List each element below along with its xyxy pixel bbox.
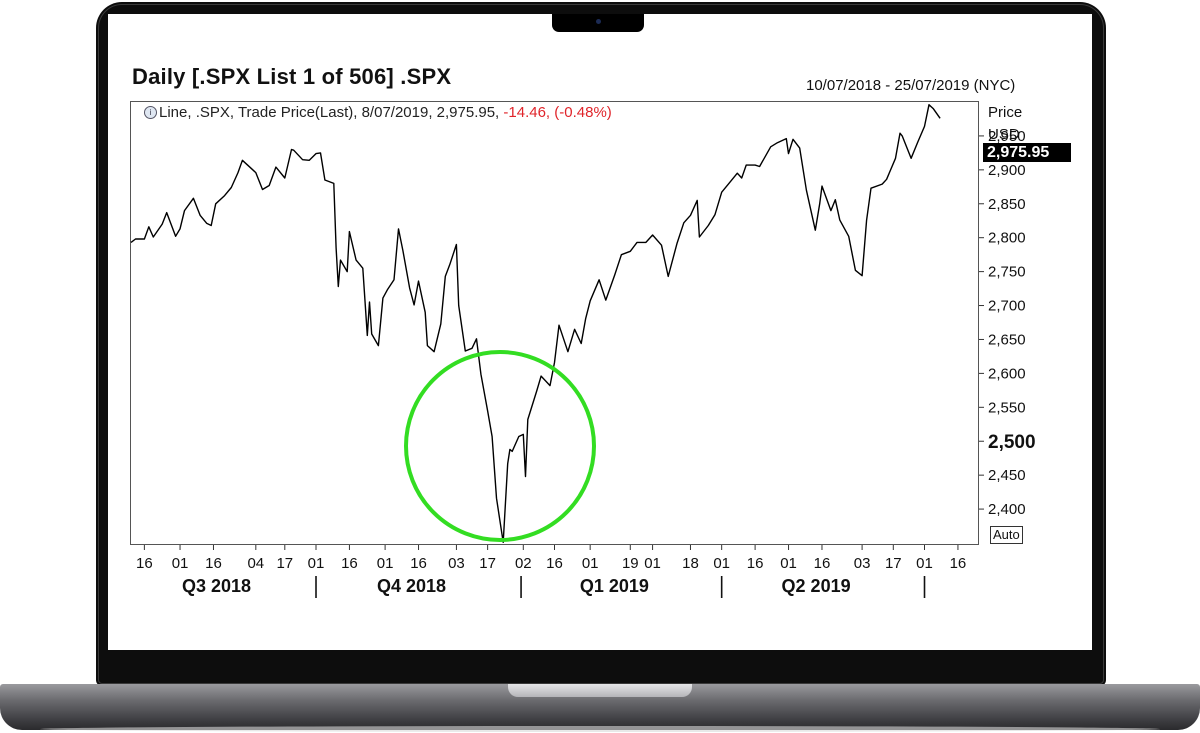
x-tick-label: 01: [308, 555, 325, 572]
chart-title: Daily [.SPX List 1 of 506] .SPX: [132, 64, 452, 89]
price-line: [130, 104, 941, 543]
x-tick-label: 16: [950, 555, 967, 572]
legend: i Line, .SPX, Trade Price(Last), 8/07/201…: [144, 104, 612, 121]
x-axis-ticks: 16 01 16 04 17 01 16 01 16 03 17 02 16 01 19 01 18 01 16 01…: [136, 545, 966, 572]
x-tick-label: 16: [410, 555, 427, 572]
x-tick-label: 04: [247, 555, 264, 572]
y-tick-label: 2,450: [988, 467, 1026, 484]
x-tick-label: 18: [682, 555, 699, 572]
x-tick-label: 19: [622, 555, 639, 572]
y-axis-ticks: 2,950 2,900 2,850 2,800 2,750 2,700 2,650 2,600…: [979, 128, 1036, 518]
quarter-label: Q1 2019: [580, 576, 649, 596]
x-tick-label: 01: [582, 555, 599, 572]
quarter-labels: Q3 2018 Q4 2018 Q1 2019 Q2 2019: [182, 576, 926, 598]
x-tick-label: 01: [377, 555, 394, 572]
x-tick-label: 16: [136, 555, 153, 572]
x-tick-label: 17: [885, 555, 902, 572]
quarter-label: Q4 2018: [377, 576, 446, 596]
legend-change: -14.46, (-0.48%): [503, 104, 612, 121]
auto-scale-button[interactable]: Auto: [990, 526, 1023, 544]
x-tick-label: 16: [205, 555, 222, 572]
x-tick-label: 16: [814, 555, 831, 572]
x-tick-label: 16: [341, 555, 358, 572]
x-tick-label: 17: [276, 555, 293, 572]
y-tick-label: 2,650: [988, 331, 1026, 348]
highlight-circle: [404, 350, 596, 542]
camera-icon: [596, 19, 601, 24]
y-tick-label: 2,500: [988, 432, 1036, 453]
currency-label: USD: [988, 126, 1020, 143]
x-tick-label: 01: [713, 555, 730, 572]
x-tick-label: 16: [546, 555, 563, 572]
price-axis-label: Price: [988, 104, 1023, 121]
y-tick-label: 2,900: [988, 162, 1026, 179]
y-tick-label: 2,750: [988, 264, 1026, 281]
y-tick-label: 2,850: [988, 196, 1026, 213]
laptop-base-lip: [508, 684, 692, 697]
quarter-label: Q2 2019: [782, 576, 851, 596]
laptop-shadow: [40, 726, 1160, 732]
y-tick-label: 2,400: [988, 501, 1026, 518]
x-tick-label: 01: [780, 555, 797, 572]
y-tick-label: 2,950: [988, 128, 1026, 145]
y-tick-label: 2,700: [988, 298, 1026, 315]
x-tick-label: 17: [479, 555, 496, 572]
x-tick-label: 16: [747, 555, 764, 572]
y-tick-label: 2,550: [988, 399, 1026, 416]
x-tick-label: 03: [448, 555, 465, 572]
x-tick-label: 01: [644, 555, 661, 572]
last-price-label: 2,975.95: [983, 143, 1071, 162]
info-circle-icon[interactable]: i: [144, 106, 157, 119]
x-tick-label: 02: [515, 555, 532, 572]
quarter-label: Q3 2018: [182, 576, 251, 596]
legend-text: Line, .SPX, Trade Price(Last), 8/07/2019…: [159, 104, 500, 121]
x-tick-label: 03: [854, 555, 871, 572]
x-tick-label: 01: [916, 555, 933, 572]
date-range: 10/07/2018 - 25/07/2019 (NYC): [806, 77, 1016, 94]
y-tick-label: 2,800: [988, 230, 1026, 247]
plot-area[interactable]: [130, 101, 979, 545]
x-tick-label: 01: [172, 555, 189, 572]
y-tick-label: 2,600: [988, 365, 1026, 382]
